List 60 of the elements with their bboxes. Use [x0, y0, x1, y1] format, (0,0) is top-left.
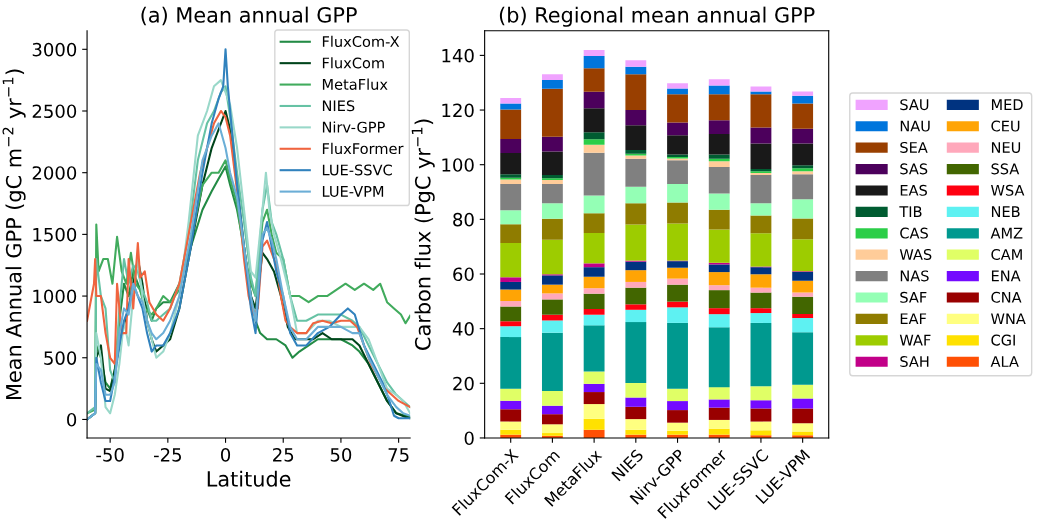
- y-tick-label: 100: [442, 158, 474, 172]
- legend-label: FluxFormer: [322, 142, 404, 155]
- legend-label: CNA: [991, 291, 1022, 303]
- y-tick-label: 1000: [33, 289, 77, 304]
- legend-label: MetaFlux: [322, 78, 388, 90]
- legend-label: FluxCom-X: [322, 35, 400, 48]
- y-axis-title: Carbon flux (PgC yr$^{−1}$): [411, 119, 435, 350]
- legend-label: NIES: [322, 100, 355, 112]
- legend-label: FluxCom: [322, 57, 384, 69]
- chart-title: (b) Regional mean annual GPP: [499, 6, 815, 27]
- legend-label: CGI: [991, 334, 1015, 346]
- legend-label: SAU: [900, 99, 929, 111]
- legend-label: SAH: [900, 356, 929, 368]
- legend-label: SSA: [991, 163, 1020, 175]
- legend-label: CAM: [991, 248, 1022, 261]
- legend-label: NEU: [991, 142, 1021, 153]
- x-tick-label: 25: [273, 448, 294, 462]
- x-tick-label: -50: [96, 448, 124, 462]
- y-tick-label: 140: [442, 48, 474, 63]
- legend-label: WNA: [991, 313, 1026, 325]
- legend-label: WSA: [991, 184, 1025, 196]
- legend-label: CEU: [991, 120, 1020, 132]
- legend-label: SAF: [900, 291, 927, 303]
- legend-label: NAU: [900, 120, 930, 132]
- y-tick-label: 20: [453, 376, 474, 391]
- y-tick-label: 500: [44, 351, 77, 365]
- legend-label: NAS: [900, 270, 929, 282]
- legend-label: EAF: [900, 313, 927, 325]
- y-axis-title: Mean Annual GPP (gC m$^{−2}$ yr$^{−1}$): [2, 69, 26, 399]
- legend-label: NEB: [991, 206, 1020, 217]
- x-tick-label: 75: [388, 448, 409, 462]
- legend-label: ENA: [991, 270, 1021, 282]
- y-tick-label: 1500: [33, 227, 77, 242]
- y-tick-label: 2000: [32, 166, 77, 180]
- legend-label: ALA: [990, 356, 1019, 367]
- legend-label: LUE-SSVC: [322, 164, 392, 176]
- chart-title: (a) Mean annual GPP: [141, 6, 357, 26]
- legend-label: TIB: [899, 206, 922, 217]
- y-tick-label: 80: [453, 212, 474, 227]
- legend-label: AMZ: [990, 227, 1023, 239]
- legend-label: Nirv-GPP: [322, 121, 385, 133]
- legend-label: WAS: [899, 248, 932, 261]
- legend-label: MED: [991, 99, 1023, 110]
- y-tick-label: 120: [442, 103, 474, 118]
- y-tick-label: 60: [453, 267, 474, 282]
- y-tick-label: 2500: [32, 104, 77, 119]
- y-tick-label: 0: [67, 412, 77, 427]
- x-tick-label: -25: [153, 448, 182, 462]
- x-tick-label: 50: [330, 448, 352, 462]
- y-tick-label: 0: [464, 431, 474, 446]
- y-tick-label: 3000: [32, 42, 77, 57]
- legend-label: EAS: [900, 184, 927, 196]
- legend-label: WAF: [899, 334, 931, 346]
- x-axis-title: Latitude: [207, 470, 291, 487]
- legend-label: SAS: [900, 163, 928, 175]
- legend-label: LUE-VPM: [322, 186, 384, 197]
- legend-label: SEA: [900, 141, 928, 153]
- y-tick-label: 40: [452, 322, 474, 336]
- legend-label: CAS: [900, 227, 928, 239]
- x-tick-label: 0: [220, 448, 231, 462]
